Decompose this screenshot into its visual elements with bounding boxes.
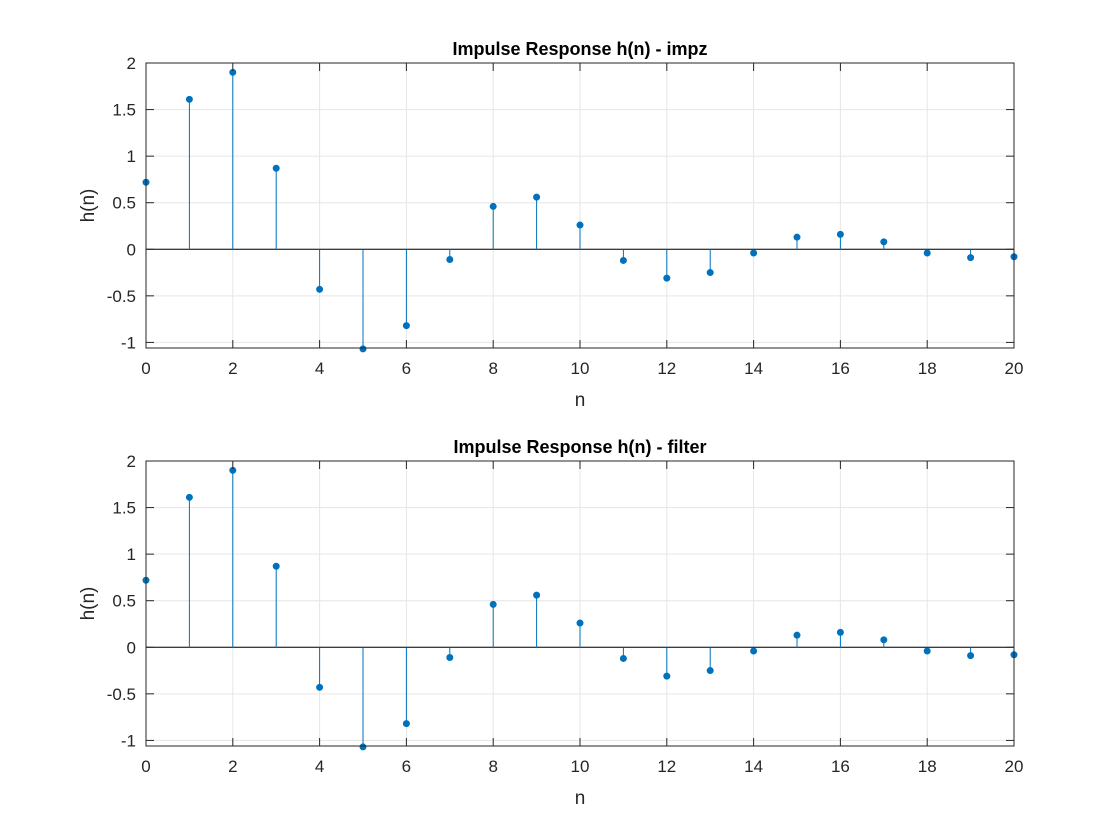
x-tick-label: 6 — [402, 359, 411, 378]
x-tick-label: 12 — [657, 359, 676, 378]
chart-title: Impulse Response h(n) - filter — [453, 437, 706, 457]
y-tick-label: 1.5 — [112, 499, 136, 518]
chart-title: Impulse Response h(n) - impz — [452, 39, 707, 59]
stem-marker — [316, 285, 324, 293]
stem-marker — [923, 249, 931, 257]
stem-marker — [402, 720, 410, 728]
x-axis-label: n — [575, 390, 586, 411]
x-tick-label: 14 — [744, 757, 763, 776]
stem-marker — [359, 345, 367, 353]
stem-marker — [576, 619, 584, 627]
y-tick-label: 0 — [127, 240, 136, 259]
x-tick-label: 10 — [571, 757, 590, 776]
y-tick-label: 1 — [127, 545, 136, 564]
x-axis-label: n — [575, 788, 586, 809]
stem-marker — [533, 193, 541, 201]
stem-marker — [489, 202, 497, 210]
y-axis-label: h(n) — [78, 189, 99, 223]
y-tick-label: -0.5 — [107, 287, 136, 306]
y-axis-label: h(n) — [78, 587, 99, 621]
stem-marker — [533, 591, 541, 599]
x-tick-label: 2 — [228, 359, 237, 378]
subplot-2: 0 2 4 6 8 10 12 14 16 18 20 -1 -0.5 0 0.5 1 1.5 2 Impulse … — [78, 437, 1023, 809]
stem-marker — [272, 562, 280, 570]
stem-marker — [836, 230, 844, 238]
stem-marker — [836, 628, 844, 636]
stem-marker — [880, 238, 888, 246]
stem-marker — [706, 667, 714, 675]
x-tick-label: 0 — [141, 359, 150, 378]
x-tick-label: 8 — [488, 359, 497, 378]
y-tick-label: 0.5 — [112, 194, 136, 213]
y-tick-label: 0.5 — [112, 592, 136, 611]
x-tick-label: 20 — [1005, 757, 1024, 776]
stem-marker — [185, 493, 193, 501]
stem-marker — [750, 647, 758, 655]
stem-marker — [185, 95, 193, 103]
y-tick-label: 1 — [127, 147, 136, 166]
stem-marker — [619, 256, 627, 264]
x-tick-label: 2 — [228, 757, 237, 776]
stem-marker — [316, 683, 324, 691]
stem-marker — [750, 249, 758, 257]
stem-marker — [402, 322, 410, 330]
stem-marker — [272, 164, 280, 172]
subplot-1: 0 2 4 6 8 10 12 14 16 18 20 -1 -0.5 0 0.5 1 1.5 2 Impulse … — [78, 39, 1023, 411]
x-tick-label: 16 — [831, 359, 850, 378]
stem-marker — [967, 254, 975, 262]
x-tick-label: 4 — [315, 757, 324, 776]
x-tick-label: 8 — [488, 757, 497, 776]
x-tick-label: 6 — [402, 757, 411, 776]
x-tick-label: 0 — [141, 757, 150, 776]
stem-marker — [923, 647, 931, 655]
y-tick-label: -1 — [121, 731, 136, 750]
y-tick-label: -1 — [121, 333, 136, 352]
stem-marker — [489, 600, 497, 608]
x-tick-label: 16 — [831, 757, 850, 776]
y-tick-label: 1.5 — [112, 101, 136, 120]
x-tick-label: 14 — [744, 359, 763, 378]
stem-marker — [446, 654, 454, 662]
stem-marker — [359, 743, 367, 751]
stem-marker — [446, 256, 454, 264]
stem-marker — [793, 631, 801, 639]
stem-marker — [967, 652, 975, 660]
y-tick-label: -0.5 — [107, 685, 136, 704]
x-tick-label: 18 — [918, 757, 937, 776]
x-tick-label: 10 — [571, 359, 590, 378]
x-tick-label: 18 — [918, 359, 937, 378]
stem-marker — [880, 636, 888, 644]
stem-marker — [663, 274, 671, 282]
stem-marker — [576, 221, 584, 229]
stem-marker — [663, 672, 671, 680]
x-tick-label: 20 — [1005, 359, 1024, 378]
stem-marker — [793, 233, 801, 241]
y-tick-label: 2 — [127, 452, 136, 471]
x-tick-label: 12 — [657, 757, 676, 776]
stem-marker — [706, 269, 714, 277]
y-tick-label: 2 — [127, 54, 136, 73]
y-tick-label: 0 — [127, 638, 136, 657]
x-tick-label: 4 — [315, 359, 324, 378]
stem-marker — [619, 654, 627, 662]
